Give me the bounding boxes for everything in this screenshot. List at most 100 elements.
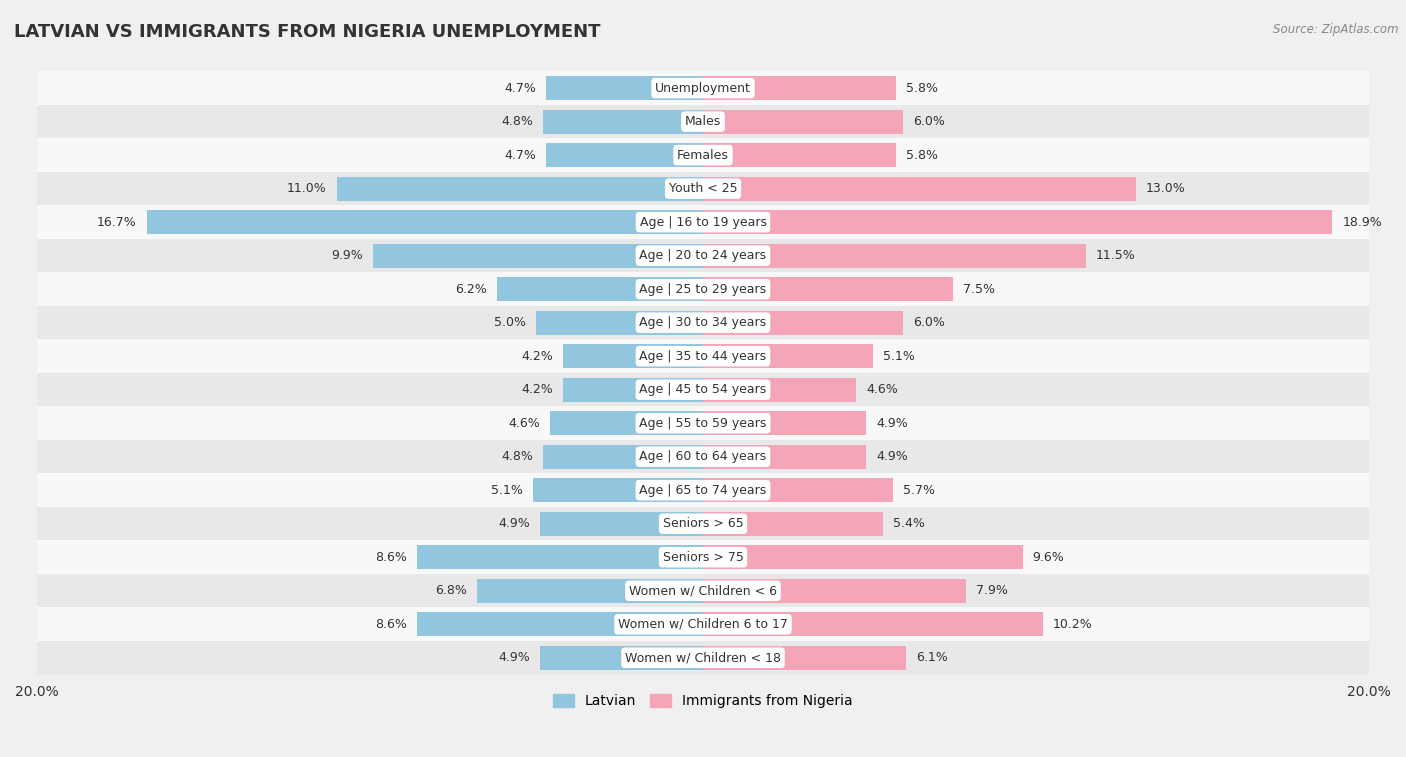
Text: LATVIAN VS IMMIGRANTS FROM NIGERIA UNEMPLOYMENT: LATVIAN VS IMMIGRANTS FROM NIGERIA UNEMP…: [14, 23, 600, 41]
Text: Age | 16 to 19 years: Age | 16 to 19 years: [640, 216, 766, 229]
Bar: [373, 244, 703, 268]
Text: Women w/ Children < 18: Women w/ Children < 18: [626, 651, 780, 664]
Text: 11.0%: 11.0%: [287, 182, 326, 195]
Bar: [416, 545, 703, 569]
Bar: [37, 239, 1369, 273]
Text: Age | 25 to 29 years: Age | 25 to 29 years: [640, 282, 766, 296]
Bar: [703, 646, 907, 670]
Bar: [703, 578, 966, 603]
Bar: [477, 578, 703, 603]
Text: Women w/ Children < 6: Women w/ Children < 6: [628, 584, 778, 597]
Bar: [37, 172, 1369, 205]
Bar: [37, 473, 1369, 507]
Bar: [37, 540, 1369, 574]
Text: Age | 20 to 24 years: Age | 20 to 24 years: [640, 249, 766, 262]
Bar: [547, 76, 703, 100]
Bar: [703, 478, 893, 503]
Bar: [703, 411, 866, 435]
Text: 7.9%: 7.9%: [976, 584, 1008, 597]
Bar: [37, 205, 1369, 239]
Text: 4.7%: 4.7%: [505, 82, 537, 95]
Text: Youth < 25: Youth < 25: [669, 182, 737, 195]
Text: Women w/ Children 6 to 17: Women w/ Children 6 to 17: [619, 618, 787, 631]
Bar: [537, 310, 703, 335]
Text: 4.7%: 4.7%: [505, 148, 537, 161]
Text: Age | 55 to 59 years: Age | 55 to 59 years: [640, 416, 766, 430]
Bar: [703, 277, 953, 301]
Bar: [37, 641, 1369, 674]
Bar: [703, 176, 1136, 201]
Bar: [564, 378, 703, 402]
Text: 6.0%: 6.0%: [912, 115, 945, 128]
Text: 6.1%: 6.1%: [917, 651, 948, 664]
Bar: [703, 143, 896, 167]
Text: 10.2%: 10.2%: [1053, 618, 1092, 631]
Text: Seniors > 65: Seniors > 65: [662, 517, 744, 530]
Bar: [37, 407, 1369, 440]
Bar: [37, 273, 1369, 306]
Bar: [703, 545, 1022, 569]
Text: 4.6%: 4.6%: [866, 383, 898, 396]
Text: 4.2%: 4.2%: [522, 350, 553, 363]
Text: 9.9%: 9.9%: [332, 249, 363, 262]
Text: 8.6%: 8.6%: [375, 618, 406, 631]
Text: 5.0%: 5.0%: [495, 316, 526, 329]
Text: 6.2%: 6.2%: [454, 282, 486, 296]
Text: 5.7%: 5.7%: [903, 484, 935, 497]
Text: 4.2%: 4.2%: [522, 383, 553, 396]
Text: Males: Males: [685, 115, 721, 128]
Text: 8.6%: 8.6%: [375, 551, 406, 564]
Bar: [37, 139, 1369, 172]
Text: 4.6%: 4.6%: [508, 416, 540, 430]
Text: 5.8%: 5.8%: [907, 148, 938, 161]
Bar: [37, 507, 1369, 540]
Bar: [703, 76, 896, 100]
Bar: [496, 277, 703, 301]
Text: 6.0%: 6.0%: [912, 316, 945, 329]
Text: Age | 60 to 64 years: Age | 60 to 64 years: [640, 450, 766, 463]
Text: Age | 30 to 34 years: Age | 30 to 34 years: [640, 316, 766, 329]
Bar: [336, 176, 703, 201]
Bar: [37, 373, 1369, 407]
Bar: [37, 574, 1369, 607]
Text: 5.4%: 5.4%: [893, 517, 925, 530]
Text: 4.9%: 4.9%: [498, 517, 530, 530]
Text: 18.9%: 18.9%: [1343, 216, 1382, 229]
Bar: [703, 444, 866, 469]
Text: Age | 45 to 54 years: Age | 45 to 54 years: [640, 383, 766, 396]
Bar: [703, 110, 903, 134]
Bar: [540, 646, 703, 670]
Bar: [703, 612, 1043, 637]
Text: 4.9%: 4.9%: [876, 450, 908, 463]
Bar: [37, 105, 1369, 139]
Text: 16.7%: 16.7%: [97, 216, 136, 229]
Text: Unemployment: Unemployment: [655, 82, 751, 95]
Bar: [703, 310, 903, 335]
Text: Females: Females: [678, 148, 728, 161]
Bar: [37, 607, 1369, 641]
Text: 11.5%: 11.5%: [1097, 249, 1136, 262]
Bar: [37, 306, 1369, 339]
Text: Age | 35 to 44 years: Age | 35 to 44 years: [640, 350, 766, 363]
Text: 6.8%: 6.8%: [434, 584, 467, 597]
Text: 5.1%: 5.1%: [883, 350, 915, 363]
Bar: [543, 110, 703, 134]
Bar: [703, 512, 883, 536]
Text: 13.0%: 13.0%: [1146, 182, 1185, 195]
Bar: [550, 411, 703, 435]
Bar: [703, 244, 1085, 268]
Text: Age | 65 to 74 years: Age | 65 to 74 years: [640, 484, 766, 497]
Text: 4.8%: 4.8%: [502, 450, 533, 463]
Bar: [540, 512, 703, 536]
Bar: [543, 444, 703, 469]
Text: 4.9%: 4.9%: [498, 651, 530, 664]
Text: 5.1%: 5.1%: [491, 484, 523, 497]
Bar: [37, 71, 1369, 105]
Text: Source: ZipAtlas.com: Source: ZipAtlas.com: [1274, 23, 1399, 36]
Bar: [564, 344, 703, 368]
Text: 5.8%: 5.8%: [907, 82, 938, 95]
Bar: [703, 210, 1333, 234]
Bar: [416, 612, 703, 637]
Bar: [146, 210, 703, 234]
Legend: Latvian, Immigrants from Nigeria: Latvian, Immigrants from Nigeria: [547, 689, 859, 714]
